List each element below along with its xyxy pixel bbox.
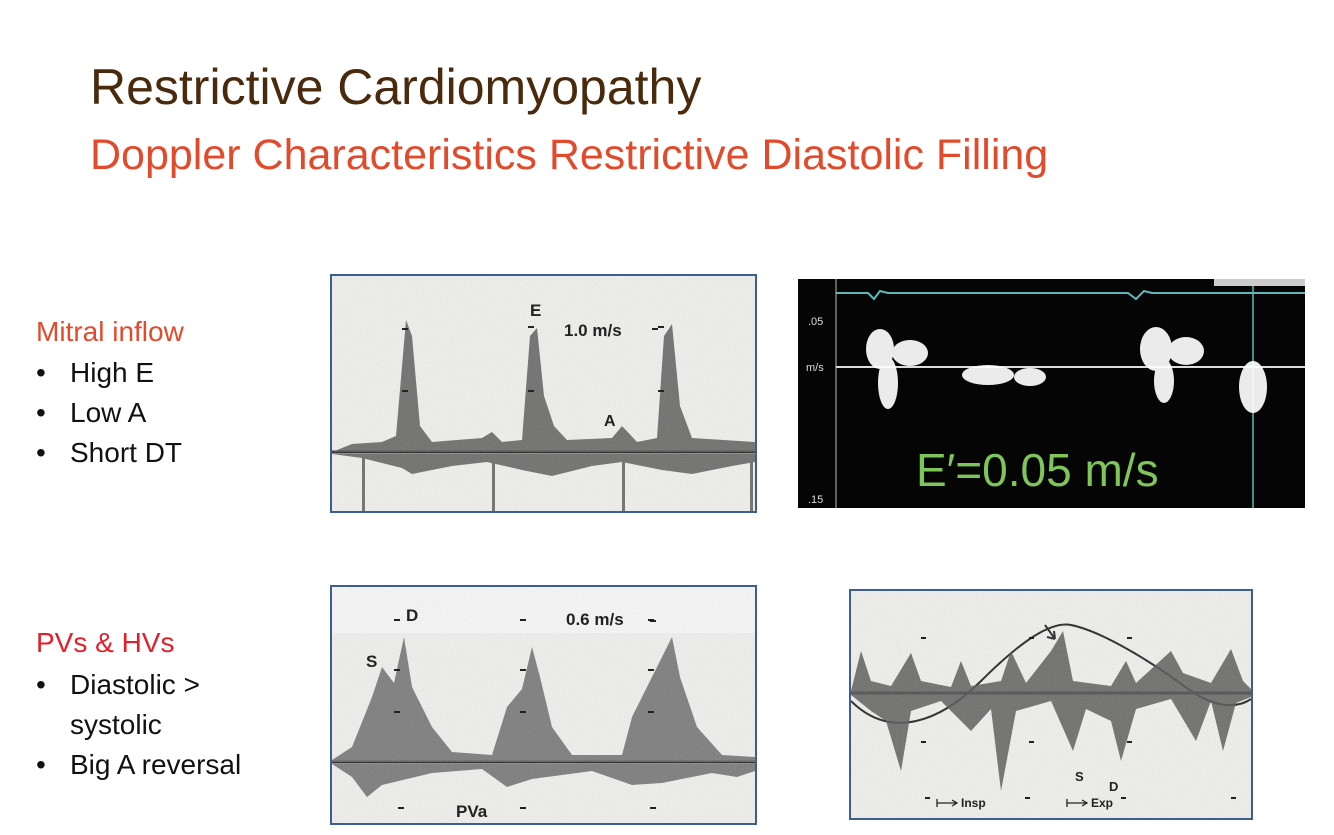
label-pva: PVa [456, 802, 488, 821]
bullet-icon: • [36, 437, 46, 468]
hepatic-vein-trace: S D Insp Exp [851, 591, 1251, 818]
list-item: • High E [36, 353, 182, 393]
insp-label: Insp [961, 796, 986, 810]
bullet-icon: • [36, 357, 46, 388]
bullet-icon: • [36, 397, 46, 428]
pulmonary-vein-doppler-image: D S 0.6 m/s PVa [330, 585, 757, 825]
veins-bullet-list: • Diastolic > systolic • Big A reversal [36, 665, 296, 785]
mitral-doppler-trace: E 1.0 m/s A [332, 276, 755, 511]
scale-bottom-label: .15 [808, 494, 823, 506]
bullet-text: Big A reversal [70, 749, 242, 780]
pulmonary-vein-trace: D S 0.6 m/s PVa [332, 587, 755, 823]
tissue-doppler-trace: .05 m/s .15 E′=0.05 m/s [806, 279, 1305, 508]
label-d: D [1109, 779, 1118, 794]
bullet-text: Low A [70, 397, 147, 428]
exp-arrow-icon [1066, 799, 1089, 807]
exp-label: Exp [1091, 796, 1113, 810]
scale-units-label: m/s [806, 362, 824, 374]
velocity-label: 0.6 m/s [566, 610, 624, 629]
bullet-text: High E [70, 357, 155, 388]
veins-heading: PVs & HVs [36, 627, 175, 658]
label-a: A [604, 413, 616, 430]
list-item: • Big A reversal [36, 745, 296, 785]
mitral-doppler-image: E 1.0 m/s A [330, 274, 757, 513]
mitral-bullet-list: • High E • Low A • Short DT [36, 353, 182, 473]
bullet-text: Short DT [70, 437, 183, 468]
label-s: S [366, 652, 377, 671]
label-e: E [530, 301, 541, 320]
hepatic-vein-doppler-image: S D Insp Exp [849, 589, 1253, 820]
slide-title: Restrictive Cardiomyopathy [90, 59, 702, 115]
list-item: • Low A [36, 393, 182, 433]
list-item: • Diastolic > systolic [36, 665, 296, 745]
insp-arrow-icon [936, 799, 959, 807]
e-prime-label: E′=0.05 m/s [916, 444, 1159, 496]
tissue-doppler-image: .05 m/s .15 E′=0.05 m/s [798, 279, 1305, 508]
mitral-heading: Mitral inflow [36, 316, 184, 347]
bullet-text: Diastolic > systolic [70, 669, 200, 740]
label-d: D [406, 606, 418, 625]
list-item: • Short DT [36, 433, 182, 473]
slide-subtitle: Doppler Characteristics Restrictive Dias… [90, 131, 1049, 179]
label-s: S [1075, 769, 1084, 784]
bullet-icon: • [36, 669, 46, 700]
velocity-label: 1.0 m/s [564, 321, 622, 340]
scale-top-label: .05 [808, 316, 823, 328]
bullet-icon: • [36, 749, 46, 780]
